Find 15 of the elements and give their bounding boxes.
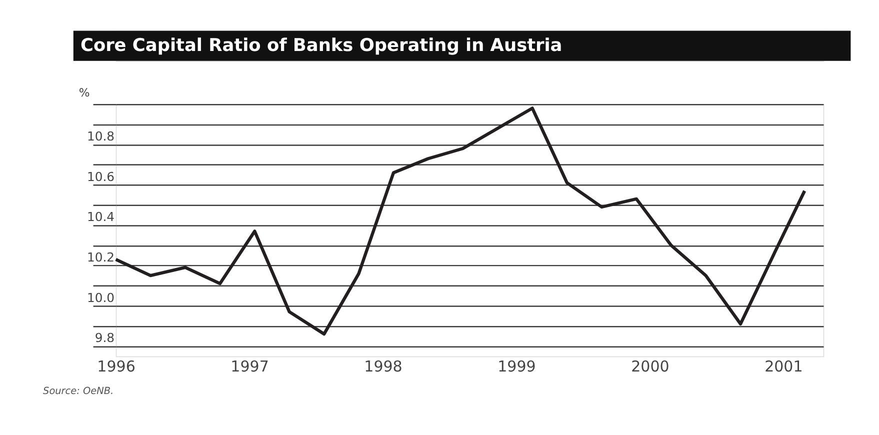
x-tick-label: 1997 <box>230 358 269 376</box>
y-tick-label: 10.0 <box>86 290 115 305</box>
y-tick-label: 10.6 <box>86 170 115 184</box>
x-tick-label: 2001 <box>764 358 803 376</box>
x-tick-label: 2000 <box>631 358 670 376</box>
y-tick-label: 10.8 <box>86 130 115 144</box>
chart-title: Core Capital Ratio of Banks Operating in Austria <box>80 36 562 56</box>
y-axis-title: % <box>78 86 90 100</box>
x-tick-label: 1999 <box>498 358 536 376</box>
x-tick-label: 1996 <box>97 358 136 376</box>
y-tick-label: 10.4 <box>86 210 115 224</box>
x-tick-label: 1998 <box>364 358 402 376</box>
y-tick-label: 10.2 <box>86 250 115 264</box>
y-tick-label: 9.8 <box>94 331 115 346</box>
source-note: Source: OeNB. <box>43 386 114 398</box>
